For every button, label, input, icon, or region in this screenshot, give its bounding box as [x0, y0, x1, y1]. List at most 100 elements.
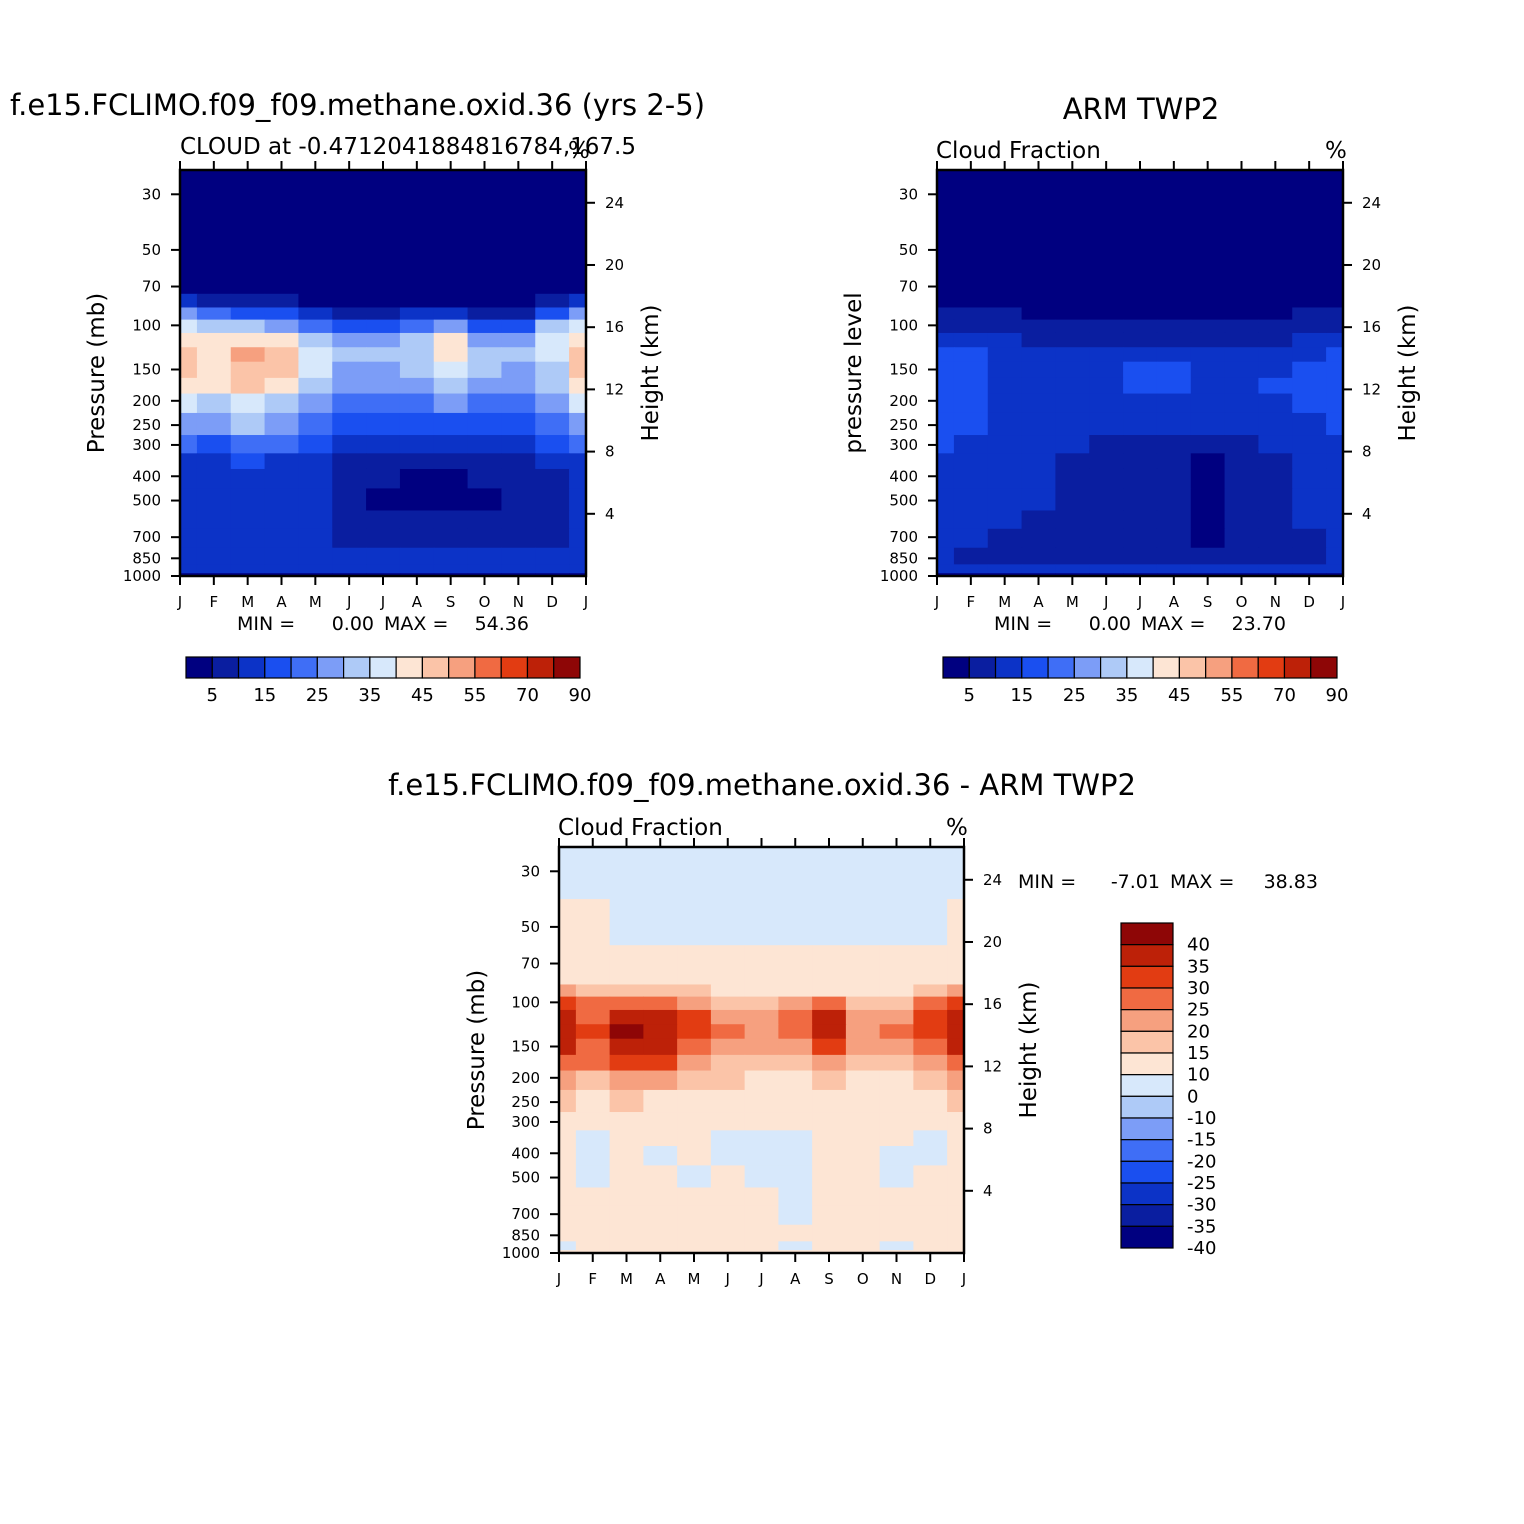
obs-field-cell — [1326, 361, 1343, 379]
difference-field-cell — [643, 1054, 678, 1072]
obs-field-cell — [937, 347, 955, 363]
obs-y-tick-label: 1000 — [880, 567, 918, 585]
difference-field-cell — [879, 1038, 914, 1056]
model-field-cell — [433, 573, 469, 576]
obs-field-cell — [1326, 377, 1343, 395]
difference-field-cell — [575, 847, 611, 900]
obs-field-cell — [1190, 361, 1226, 379]
obs-field-cell — [1224, 268, 1260, 295]
obs-field-cell — [1224, 347, 1260, 363]
model-field-cell — [501, 377, 536, 395]
obs-field-cell — [1021, 377, 1057, 395]
model-field-cell — [264, 347, 300, 363]
model-field-cell — [196, 412, 232, 436]
obs-field-cell — [953, 488, 989, 512]
difference-field-cell — [778, 1112, 813, 1131]
model-field-cell — [501, 412, 536, 436]
difference-field-cell — [559, 996, 577, 1011]
model-field-cell — [264, 573, 300, 576]
obs-field-cell — [937, 453, 955, 470]
obs-field-cell — [1292, 293, 1327, 309]
obs-field-cell — [1292, 393, 1327, 414]
difference-field-cell — [575, 899, 611, 946]
obs-field-cell — [1224, 377, 1260, 395]
obs-field-cell — [1156, 468, 1192, 489]
model-field-cell — [264, 319, 300, 334]
difference-field-cell — [609, 1009, 644, 1025]
obs-field-cell — [1224, 361, 1260, 379]
model-field-cell — [298, 222, 333, 269]
model-y-tick-label: 400 — [132, 467, 161, 485]
model-field-cell — [180, 510, 198, 530]
difference-field-cell — [879, 984, 914, 998]
model-x-tick-label: M — [309, 593, 322, 611]
obs-field-cell — [1326, 564, 1343, 574]
difference-field-cell — [947, 945, 964, 972]
obs-field-cell — [953, 222, 989, 269]
model-field-cell — [366, 528, 401, 549]
difference-field-cell — [609, 1241, 644, 1251]
difference-field-cell — [609, 1038, 644, 1056]
difference-min-value: -7.01 — [1111, 871, 1160, 893]
model-colorbar-swatch — [526, 656, 555, 679]
obs-field-cell — [1123, 488, 1158, 512]
difference-field-cell — [575, 984, 611, 998]
model-field-cell — [196, 393, 232, 414]
difference-field-cell — [913, 945, 948, 972]
obs-colorbar-swatch — [1047, 656, 1075, 679]
model-field-cell — [399, 528, 435, 549]
obs-field-cell — [1156, 510, 1192, 530]
obs-field-cell — [1123, 307, 1158, 321]
model-field-cell — [180, 468, 198, 489]
model-field-cell — [230, 393, 266, 414]
model-field-cell — [180, 319, 198, 334]
obs-field-cell — [1055, 528, 1090, 549]
model-field-cell — [298, 332, 333, 348]
obs-field-cell — [953, 170, 989, 223]
obs-field-cell — [1190, 573, 1226, 576]
obs-field-cell — [1055, 293, 1090, 309]
obs-colorbar-label: 90 — [1326, 685, 1349, 706]
obs-field-cell — [1156, 377, 1192, 395]
model-field-cell — [366, 170, 401, 223]
model-field-cell — [298, 573, 333, 576]
obs-max-value: 23.70 — [1232, 613, 1286, 635]
model-field-cell — [569, 468, 586, 489]
model-colorbar-swatch — [448, 656, 476, 679]
obs-field-cell — [987, 453, 1023, 470]
difference-field-cell — [778, 984, 813, 998]
obs-field-cell — [1123, 573, 1158, 576]
model-field-cell — [535, 268, 570, 295]
model-field-cell — [180, 361, 198, 379]
obs-field-cell — [1089, 510, 1124, 530]
difference-field-cell — [845, 984, 881, 998]
obs-field-cell — [1156, 347, 1192, 363]
difference-field-cell — [913, 1112, 948, 1131]
difference-y-axis-label: Pressure (mb) — [464, 970, 490, 1130]
difference-field-cell — [559, 899, 577, 946]
model-y2-tick-label: 8 — [605, 443, 615, 461]
obs-field-cell — [1258, 573, 1293, 576]
difference-field-cell — [778, 1009, 813, 1025]
difference-field-cell — [947, 970, 964, 986]
difference-field-cell — [744, 945, 779, 972]
model-max-value: 54.36 — [475, 613, 529, 635]
difference-field-cell — [710, 1112, 746, 1131]
obs-colorbar-swatch — [1178, 656, 1207, 679]
obs-field-cell — [1258, 488, 1293, 512]
obs-x-tick-label: M — [1066, 593, 1079, 611]
obs-field-cell — [1021, 564, 1057, 574]
model-field-cell — [366, 412, 401, 436]
obs-field-cell — [1224, 412, 1260, 436]
model-field-cell — [535, 347, 570, 363]
difference-x-tick-label: F — [588, 1270, 597, 1288]
difference-field-cell — [609, 1205, 644, 1226]
obs-field-cell — [1055, 377, 1090, 395]
difference-field-cell — [879, 996, 914, 1011]
difference-field-cell — [575, 1089, 611, 1113]
obs-field-cell — [987, 170, 1023, 223]
difference-field-cell — [559, 1112, 577, 1131]
model-field-cell — [535, 510, 570, 530]
model-field-cell — [433, 222, 469, 269]
difference-colorbar-swatch — [1120, 1225, 1174, 1249]
